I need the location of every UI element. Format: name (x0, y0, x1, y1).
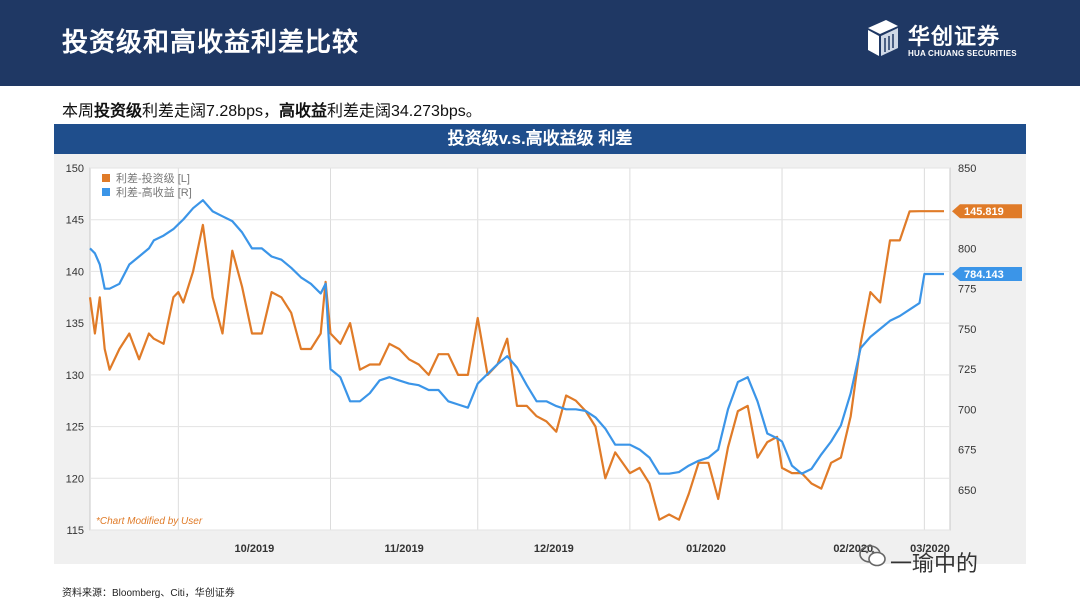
chart-title-bar: 投资级v.s.高收益级 利差 (54, 124, 1026, 154)
watermark-text: 一瑜中的 (890, 551, 979, 576)
summary-part-1: 本周 (62, 103, 95, 120)
last-value-tag-hy (952, 266, 1022, 281)
y-right-tick-label: 725 (958, 364, 976, 376)
last-value-label-ig: 145.819 (964, 206, 1004, 218)
summary-bold-1: 投资级 (94, 103, 143, 120)
source-note: 资料来源：Bloomberg、Citi，华创证券 (62, 588, 235, 599)
header-bar: 投资级和高收益利差比较 华创证券 HUA CHUANG SECURITIES (0, 0, 1080, 86)
summary-part-2: 利差走阔7.28bps， (142, 103, 279, 120)
summary-text: 本周投资级利差走阔7.28bps，高收益利差走阔34.273bps。 (62, 97, 482, 121)
last-value-tag-ig (952, 204, 1022, 219)
y-left-tick-label: 135 (66, 318, 84, 330)
chart-panel: 10/2019 11/2019 12/2019 01/2020 02/2020 03/20… (54, 154, 1026, 564)
y-right-tick-label: 750 (958, 324, 976, 336)
last-value-label-hy: 784.143 (964, 269, 1004, 281)
y-left-tick-label: 115 (66, 525, 84, 537)
legend-swatch-hy (102, 188, 110, 196)
plot-area (89, 167, 951, 531)
y-left-tick-label: 125 (66, 422, 84, 434)
y-left-tick-label: 120 (66, 473, 84, 485)
logo-text-en: HUA CHUANG SECURITIES (908, 49, 1017, 58)
legend-swatch-ig (102, 174, 110, 182)
y-right-tick-label: 675 (958, 445, 976, 457)
summary-bold-2: 高收益 (278, 103, 327, 120)
x-tick-label: 10/2019 (235, 543, 275, 555)
y-right-tick-label: 800 (958, 243, 976, 255)
y-left-tick-label: 140 (66, 266, 84, 278)
page-title: 投资级和高收益利差比较 (62, 27, 360, 57)
wechat-icon (859, 545, 886, 567)
summary-part-3: 利差走阔34.273bps。 (327, 103, 482, 120)
x-tick-label: 12/2019 (534, 543, 574, 555)
y-right-tick-label: 850 (958, 163, 976, 175)
y-right-tick-label: 775 (958, 284, 976, 296)
legend-label-hy: 利差-高收益 [R] (116, 185, 192, 199)
y-left-tick-label: 145 (66, 215, 84, 227)
x-tick-label: 02/2020 (833, 543, 873, 555)
x-tick-label: 01/2020 (686, 543, 726, 555)
logo-text-cn: 华创证券 (908, 24, 1001, 49)
y-left-tick-label: 150 (66, 163, 84, 175)
logo-cube-icon (868, 20, 898, 56)
x-tick-label: 11/2019 (385, 543, 424, 555)
y-right-tick-label: 650 (958, 485, 976, 497)
y-right-tick-label: 700 (958, 404, 976, 416)
spread-chart: 10/2019 11/2019 12/2019 01/2020 02/2020 03/20… (66, 163, 1022, 555)
company-logo: 华创证券 HUA CHUANG SECURITIES (864, 18, 1024, 62)
x-tick-label: 03/2020 (910, 543, 950, 555)
y-left-tick-label: 130 (66, 370, 84, 382)
series-line-ig (88, 210, 944, 521)
legend-label-ig: 利差-投资级 [L] (116, 171, 190, 185)
series-line-hy (89, 199, 944, 475)
chart-annotation: *Chart Modified by User (96, 516, 203, 527)
